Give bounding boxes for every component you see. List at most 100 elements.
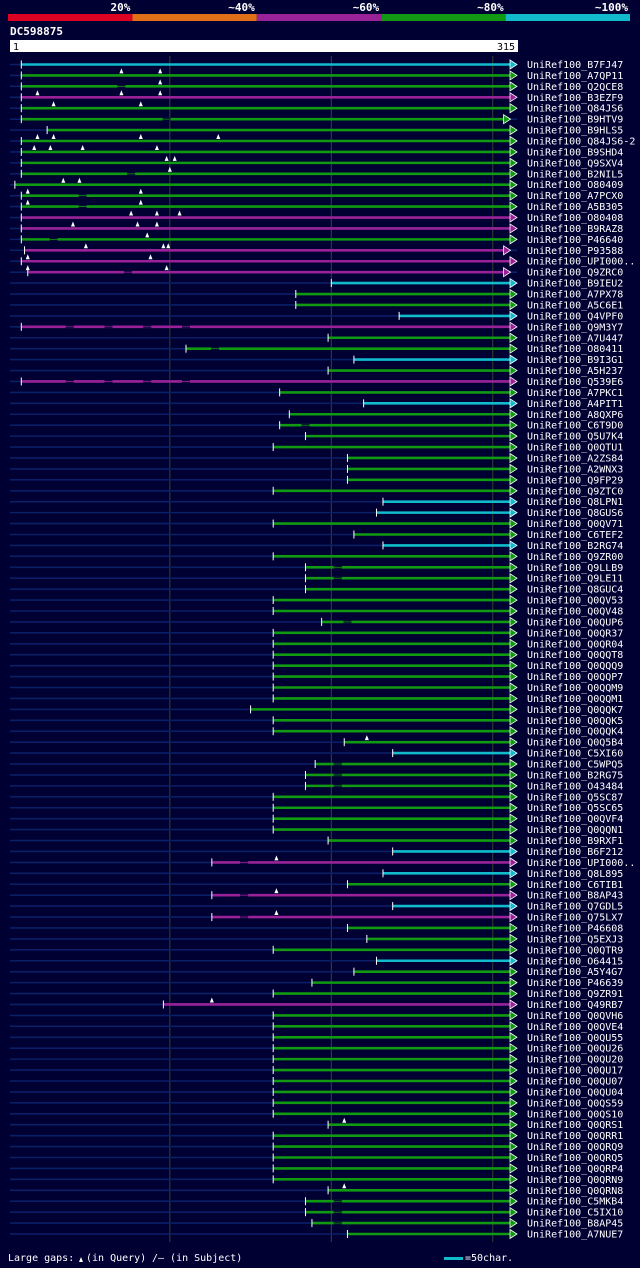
hit-label[interactable]: UniRef100_C6T9D0 — [527, 421, 623, 432]
hit-row[interactable]: UniRef100_Q0QU55 — [10, 1032, 623, 1044]
hit-row[interactable]: UniRef100_Q9SXV4 — [10, 155, 623, 170]
hit-row[interactable]: UniRef100_A5B305 — [10, 199, 623, 214]
hit-label[interactable]: UniRef100_A8QXP6 — [527, 410, 623, 421]
hit-label[interactable]: UniRef100_Q0QR37 — [527, 628, 623, 639]
hit-row[interactable]: UniRef100_Q5SC87 — [10, 791, 623, 803]
hit-label[interactable]: UniRef100_Q0QU26 — [527, 1044, 623, 1055]
hit-row[interactable]: UniRef100_O43484 — [10, 780, 623, 792]
hit-row[interactable]: UniRef100_Q4VPF0 — [10, 310, 623, 322]
hit-row[interactable]: UniRef100_Q0QQK5 — [10, 715, 623, 727]
hit-label[interactable]: UniRef100_Q0QU20 — [527, 1055, 623, 1066]
hit-row[interactable]: UniRef100_A7U447 — [10, 332, 623, 344]
hit-label[interactable]: UniRef100_Q0QQK4 — [527, 727, 623, 738]
hit-row[interactable]: UniRef100_A4PIT1 — [10, 398, 623, 410]
hit-row[interactable]: UniRef100_Q0QRQ9 — [10, 1141, 623, 1153]
hit-row[interactable]: UniRef100_C5MKB4 — [10, 1195, 623, 1208]
hit-row[interactable]: UniRef100_A2ZS84 — [10, 452, 623, 464]
hit-row[interactable]: UniRef100_Q2QCE8 — [10, 79, 623, 93]
hit-row[interactable]: UniRef100_Q8L895 — [10, 868, 623, 880]
hit-row[interactable]: UniRef100_Q0QV71 — [10, 518, 623, 530]
hit-label[interactable]: UniRef100_Q9ZRC0 — [527, 268, 623, 279]
hit-label[interactable]: UniRef100_Q75LX7 — [527, 913, 623, 924]
hit-label[interactable]: UniRef100_Q0QU07 — [527, 1076, 623, 1087]
hit-row[interactable]: UniRef100_Q0QQK7 — [10, 704, 623, 716]
hit-label[interactable]: UniRef100_A7PKC1 — [527, 388, 623, 399]
hit-label[interactable]: UniRef100_B2RG74 — [527, 541, 623, 552]
hit-label[interactable]: UniRef100_A7NUE7 — [527, 1230, 623, 1241]
hit-row[interactable]: UniRef100_Q0QQM1 — [10, 693, 623, 705]
hit-row[interactable]: UniRef100_Q8GUC4 — [10, 583, 623, 596]
hit-label[interactable]: UniRef100_Q0QQN1 — [527, 825, 623, 836]
hit-label[interactable]: UniRef100_B9IEU2 — [527, 279, 623, 290]
hit-label[interactable]: UniRef100_A5Y4G7 — [527, 967, 623, 978]
hit-label[interactable]: UniRef100_Q0QS59 — [527, 1098, 623, 1109]
hit-label[interactable]: UniRef100_Q0QQM1 — [527, 694, 623, 705]
hit-row[interactable]: UniRef100_Q0QV53 — [10, 594, 623, 607]
hit-row[interactable]: UniRef100_Q0QU26 — [10, 1042, 623, 1055]
hit-row[interactable]: UniRef100_P46640 — [10, 232, 623, 246]
hit-label[interactable]: UniRef100_O64415 — [527, 956, 623, 967]
hit-label[interactable]: UniRef100_B6F212 — [527, 847, 623, 858]
hit-row[interactable]: UniRef100_Q49RB7 — [10, 997, 623, 1011]
hit-label[interactable]: UniRef100_P46639 — [527, 978, 623, 989]
hit-row[interactable]: UniRef100_Q0QRP4 — [10, 1163, 623, 1175]
hit-label[interactable]: UniRef100_Q0QTU1 — [527, 443, 623, 454]
hit-row[interactable]: UniRef100_Q0QU07 — [10, 1075, 623, 1087]
hit-label[interactable]: UniRef100_Q0QV53 — [527, 596, 623, 607]
hit-label[interactable]: UniRef100_P93588 — [527, 246, 623, 257]
hit-label[interactable]: UniRef100_Q0QRQ5 — [527, 1153, 623, 1164]
hit-label[interactable]: UniRef100_A2ZS84 — [527, 453, 623, 464]
hit-label[interactable]: UniRef100_Q9M3Y7 — [527, 322, 623, 333]
hit-row[interactable]: UniRef100_Q0QU20 — [10, 1053, 623, 1066]
hit-row[interactable]: UniRef100_Q9ZR00 — [10, 551, 623, 563]
hit-row[interactable]: UniRef100_B6F212 — [10, 846, 623, 858]
hit-row[interactable]: UniRef100_P93588 — [10, 243, 623, 257]
hit-row[interactable]: UniRef100_C6TEF2 — [10, 529, 623, 541]
hit-label[interactable]: UniRef100_Q8L895 — [527, 869, 623, 880]
hit-label[interactable]: UniRef100_C6TIB1 — [527, 880, 623, 891]
hit-row[interactable]: UniRef100_Q0QQM9 — [10, 682, 623, 694]
hit-label[interactable]: UniRef100_B8AP43 — [527, 891, 623, 902]
hit-row[interactable]: UniRef100_B9I3G1 — [10, 354, 623, 366]
hit-label[interactable]: UniRef100_Q0QU55 — [527, 1033, 623, 1044]
hit-row[interactable]: UniRef100_A5Y4G7 — [10, 966, 623, 978]
hit-label[interactable]: UniRef100_C5IX10 — [527, 1208, 623, 1219]
hit-label[interactable]: UniRef100_P46608 — [527, 923, 623, 934]
hit-row[interactable]: UniRef100_Q0QVF4 — [10, 813, 623, 825]
hit-row[interactable]: UniRef100_Q0Q5B4 — [10, 735, 623, 749]
hit-label[interactable]: UniRef100_Q5EXJ3 — [527, 934, 623, 945]
hit-label[interactable]: UniRef100_Q84JS6-2 — [527, 137, 635, 148]
hit-row[interactable]: UniRef100_Q9FP29 — [10, 474, 623, 486]
hit-label[interactable]: UniRef100_B9HLS5 — [527, 126, 623, 137]
hit-label[interactable]: UniRef100_Q0QU17 — [527, 1066, 623, 1077]
hit-row[interactable]: UniRef100_Q0QQK4 — [10, 725, 623, 738]
hit-row[interactable]: UniRef100_O80411 — [10, 343, 623, 355]
hit-label[interactable]: UniRef100_B9SHD4 — [527, 147, 623, 158]
hit-row[interactable]: UniRef100_P46639 — [10, 977, 623, 989]
hit-row[interactable]: UniRef100_Q84JS6-2 — [10, 134, 635, 148]
hit-label[interactable]: UniRef100_Q9ZTC0 — [527, 486, 623, 497]
hit-label[interactable]: UniRef100_A2WNX3 — [527, 464, 623, 475]
hit-label[interactable]: UniRef100_Q0QV71 — [527, 519, 623, 530]
hit-row[interactable]: UniRef100_Q9ZRC0 — [10, 265, 623, 279]
hit-label[interactable]: UniRef100_A5H237 — [527, 366, 623, 377]
hit-label[interactable]: UniRef100_Q0QQK5 — [527, 716, 623, 727]
hit-label[interactable]: UniRef100_B2NIL5 — [527, 169, 623, 180]
hit-row[interactable]: UniRef100_Q539E6 — [10, 376, 623, 388]
hit-row[interactable]: UniRef100_Q5U7K4 — [10, 430, 623, 443]
hit-label[interactable]: UniRef100_Q0QRN9 — [527, 1175, 623, 1186]
hit-row[interactable]: UniRef100_Q0QS10 — [10, 1108, 623, 1120]
hit-row[interactable]: UniRef100_B2RG74 — [10, 540, 623, 552]
hit-label[interactable]: UniRef100_A7U447 — [527, 333, 623, 344]
hit-row[interactable]: UniRef100_P46608 — [10, 922, 623, 934]
hit-row[interactable]: UniRef100_Q0QR37 — [10, 627, 623, 639]
hit-row[interactable]: UniRef100_Q5SC65 — [10, 802, 623, 814]
hit-label[interactable]: UniRef100_B9I3G1 — [527, 355, 623, 366]
hit-row[interactable]: UniRef100_A7PKC1 — [10, 387, 623, 399]
hit-row[interactable]: UniRef100_Q9ZTC0 — [10, 485, 623, 497]
hit-row[interactable]: UniRef100_Q0QVH6 — [10, 1010, 623, 1022]
hit-label[interactable]: UniRef100_O43484 — [527, 781, 623, 792]
hit-label[interactable]: UniRef100_Q0QQT8 — [527, 650, 623, 661]
hit-label[interactable]: UniRef100_B2RG75 — [527, 770, 623, 781]
hit-label[interactable]: UniRef100_Q0QR04 — [527, 639, 623, 650]
